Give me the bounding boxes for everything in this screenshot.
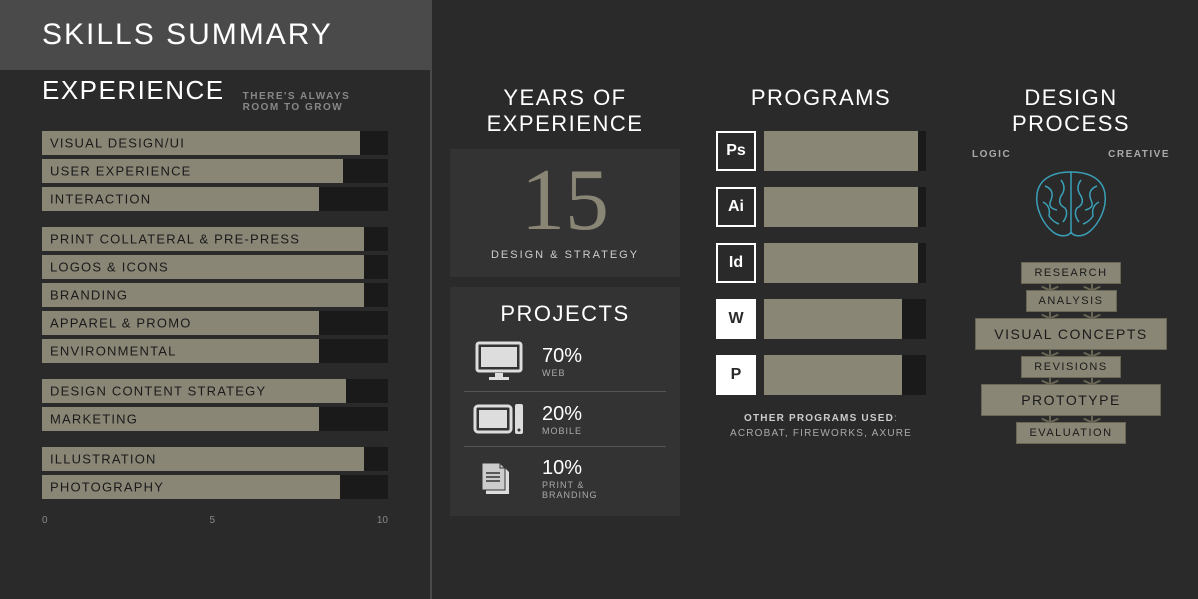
axis-label: 5 <box>209 515 215 526</box>
skill-bar: APPAREL & PROMO <box>42 311 388 335</box>
skill-label: ILLUSTRATION <box>50 452 157 467</box>
program-icon-id: Id <box>716 243 756 283</box>
process-step: ANALYSIS <box>1026 290 1117 312</box>
tablet-phone-icon <box>472 402 526 436</box>
program-icon-w: W <box>716 299 756 339</box>
skill-bar: LOGOS & ICONS <box>42 255 388 279</box>
process-step: REVISIONS <box>1021 356 1120 378</box>
skill-label: VISUAL DESIGN/UI <box>50 136 185 151</box>
skill-bar: PHOTOGRAPHY <box>42 475 388 499</box>
projects-box: PROJECTS 70% WEB 20% MOBILE <box>450 287 680 516</box>
skill-label: LOGOS & ICONS <box>50 260 169 275</box>
project-label: MOBILE <box>542 426 582 436</box>
years-number: 15 <box>450 157 680 245</box>
process-step: EVALUATION <box>1016 422 1125 444</box>
experience-axis: 0 5 10 <box>42 515 388 526</box>
skill-label: INTERACTION <box>50 192 151 207</box>
program-row: Ps <box>716 131 926 171</box>
programs-title: PROGRAMS <box>716 85 926 111</box>
project-label: WEB <box>542 368 582 378</box>
experience-subtitle: THERE'S ALWAYS ROOM TO GROW <box>243 91 388 113</box>
skill-bar: ENVIRONMENTAL <box>42 339 388 363</box>
skill-label: DESIGN CONTENT STRATEGY <box>50 384 266 399</box>
skill-label: APPAREL & PROMO <box>50 316 192 331</box>
years-title: YEARS OF EXPERIENCE <box>450 85 680 137</box>
process-logic-label: LOGIC <box>972 149 1011 160</box>
project-row-mobile: 20% MOBILE <box>464 392 666 447</box>
program-icon-p: P <box>716 355 756 395</box>
programs-footer-text: ACROBAT, FIREWORKS, AXURE <box>730 428 912 439</box>
years-subtitle: DESIGN & STRATEGY <box>450 249 680 261</box>
brain-icon <box>962 164 1180 244</box>
program-row: Ai <box>716 187 926 227</box>
project-row-web: 70% WEB <box>464 331 666 392</box>
process-step: PROTOTYPE <box>981 384 1161 416</box>
programs-footer-bold: OTHER PROGRAMS USED <box>744 413 894 424</box>
process-step: RESEARCH <box>1021 262 1120 284</box>
process-column: DESIGN PROCESS LOGIC CREATIVE RES <box>944 0 1198 599</box>
process-creative-label: CREATIVE <box>1108 149 1170 160</box>
documents-icon <box>472 459 526 499</box>
skill-bar: MARKETING <box>42 407 388 431</box>
project-label: PRINT & BRANDING <box>542 480 622 500</box>
program-icon-ps: Ps <box>716 131 756 171</box>
axis-label: 0 <box>42 515 48 526</box>
programs-column: PROGRAMS Ps Ai Id WP OTHER PROGRAMS USED: A… <box>698 0 944 599</box>
project-row-print: 10% PRINT & BRANDING <box>464 447 666 510</box>
skill-bar: PRINT COLLATERAL & PRE-PRESS <box>42 227 388 251</box>
skill-bar: USER EXPERIENCE <box>42 159 388 183</box>
monitor-icon <box>472 341 526 381</box>
skill-label: BRANDING <box>50 288 128 303</box>
skill-bar: ILLUSTRATION <box>42 447 388 471</box>
process-step: VISUAL CONCEPTS <box>975 318 1166 350</box>
projects-title: PROJECTS <box>464 301 666 327</box>
skill-bar: VISUAL DESIGN/UI <box>42 131 388 155</box>
experience-title: EXPERIENCE <box>42 75 225 106</box>
skill-bar: BRANDING <box>42 283 388 307</box>
project-pct: 70% <box>542 345 582 368</box>
program-row: W <box>716 299 926 339</box>
program-row: P <box>716 355 926 395</box>
programs-footer: OTHER PROGRAMS USED: ACROBAT, FIREWORKS,… <box>716 411 926 441</box>
skill-label: ENVIRONMENTAL <box>50 344 177 359</box>
years-box: 15 DESIGN & STRATEGY <box>450 149 680 277</box>
skill-label: PHOTOGRAPHY <box>50 480 164 495</box>
process-title: DESIGN PROCESS <box>962 85 1180 137</box>
skill-label: USER EXPERIENCE <box>50 164 192 179</box>
program-icon-ai: Ai <box>716 187 756 227</box>
experience-column: EXPERIENCE THERE'S ALWAYS ROOM TO GROW V… <box>0 0 430 599</box>
skill-bar: INTERACTION <box>42 187 388 211</box>
skill-label: PRINT COLLATERAL & PRE-PRESS <box>50 232 300 247</box>
axis-label: 10 <box>377 515 388 526</box>
middle-column: YEARS OF EXPERIENCE 15 DESIGN & STRATEGY… <box>432 0 698 599</box>
program-row: Id <box>716 243 926 283</box>
project-pct: 10% <box>542 457 622 480</box>
project-pct: 20% <box>542 403 582 426</box>
skill-label: MARKETING <box>50 412 138 427</box>
skill-bar: DESIGN CONTENT STRATEGY <box>42 379 388 403</box>
